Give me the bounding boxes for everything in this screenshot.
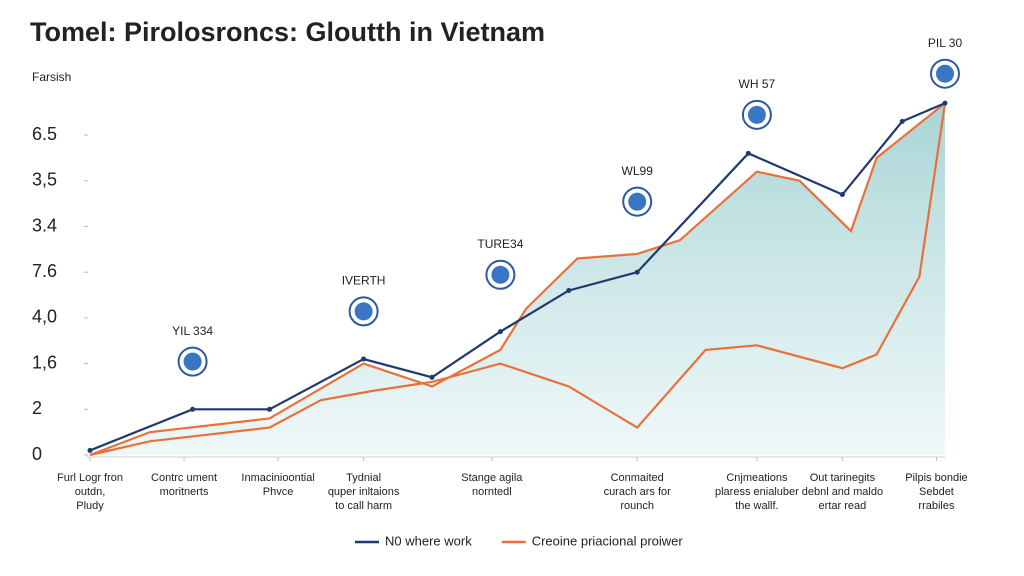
y-tick-label: 7.6 [32, 261, 57, 281]
annotation: TURE34 [477, 237, 523, 251]
point [839, 192, 845, 198]
y-tick-label: 2 [32, 398, 42, 418]
x-tick-label: Pilpis bondie Sebdet rrabiles [905, 472, 967, 512]
point [634, 269, 640, 275]
point [190, 406, 196, 412]
y-tick-label: 0 [32, 444, 42, 464]
series-line [89, 102, 947, 457]
x-tick-label: Contrc ument moritnerts [151, 472, 217, 498]
annotation: YIL 334 [172, 324, 213, 338]
x-tick-label: Tydnial quper inltaions to call harm [328, 472, 400, 512]
x-tick-label: Stange agila norntedl [461, 472, 523, 498]
point [497, 329, 503, 335]
annotation: WL99 [622, 164, 654, 178]
chart-title: Tomel: Pirolosroncs: Gloutth in Vietnam [30, 17, 545, 47]
annotation-icon-inner [354, 302, 373, 321]
area [90, 103, 945, 456]
x-tick-label: Out tarinegits debnl and maldo ertar read [802, 472, 883, 512]
x-tick-label: Inmacinioontial Phvce [241, 472, 314, 498]
point [942, 100, 948, 106]
point [87, 447, 93, 453]
y-axis-label: Farsish [32, 70, 71, 84]
y-tick-label: 6.5 [32, 124, 57, 144]
point [361, 356, 367, 362]
y-tick-label: 3,5 [32, 170, 57, 190]
series-line [89, 102, 946, 457]
point [745, 150, 751, 156]
x-tick-label: Furl Logr fron outdn, Pludy [57, 472, 123, 512]
annotation: PIL 30 [928, 36, 963, 50]
series-line [89, 102, 946, 452]
x-tick-label: Cnjmeations plaress enialuber the wallf. [715, 472, 799, 512]
point [566, 287, 572, 293]
annotation-icon-inner [628, 192, 647, 211]
annotation-icon-inner [491, 265, 510, 284]
y-tick-label: 1,6 [32, 352, 57, 372]
annotation-icon-inner [936, 64, 954, 83]
annotation-icon-inner [183, 352, 202, 371]
annotation: WH 57 [739, 77, 776, 91]
point [267, 406, 273, 412]
annotation-icon-inner [747, 105, 766, 124]
y-tick-label: 3.4 [32, 215, 57, 235]
annotation: IVERTH [342, 274, 386, 288]
point [429, 374, 435, 380]
y-tick-label: 4,0 [32, 307, 57, 327]
point [899, 118, 905, 124]
legend-label: N0 where work [385, 533, 472, 548]
legend-label: Creoine priacional proiwer [532, 533, 684, 548]
x-tick-label: Conmaited curach ars for rounch [604, 472, 672, 512]
